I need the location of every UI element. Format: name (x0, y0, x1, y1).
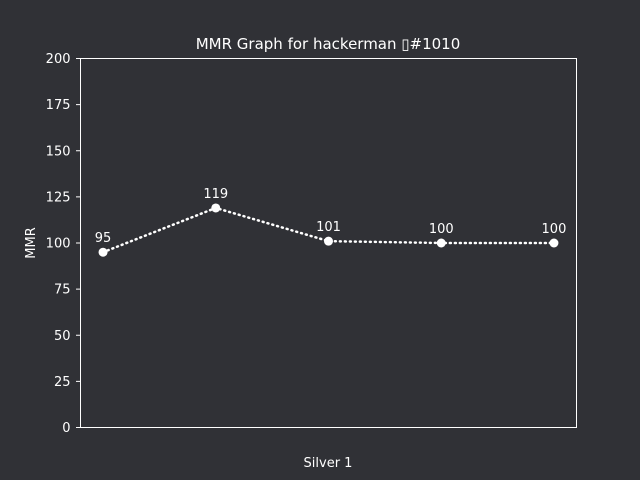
data-label: 100 (542, 222, 567, 237)
y-tick-label: 125 (46, 190, 71, 205)
series-line (101, 206, 556, 254)
y-tick-label: 100 (46, 237, 71, 252)
y-axis: 0 25 50 75 100 125 150 175 200 (46, 52, 81, 436)
y-tick-label: 0 (62, 421, 70, 436)
y-tick-label: 50 (54, 329, 71, 344)
data-label: 101 (316, 220, 341, 235)
x-axis-label: Silver 1 (304, 456, 353, 471)
data-label: 119 (203, 187, 228, 202)
chart-title: MMR Graph for hackerman ▯#1010 (196, 35, 461, 53)
data-point (211, 203, 221, 213)
y-tick-label: 175 (46, 98, 71, 113)
y-tick-label: 75 (54, 283, 71, 298)
data-point (436, 238, 446, 248)
y-tick-label: 200 (46, 52, 71, 67)
data-point (549, 238, 559, 248)
y-axis-label: MMR (24, 227, 39, 258)
y-tick-label: 25 (54, 375, 71, 390)
data-label: 95 (95, 231, 112, 246)
series-mmr: 95 119 101 100 100 (95, 187, 567, 257)
data-label: 100 (429, 222, 454, 237)
data-point (98, 247, 108, 257)
data-point (324, 236, 333, 246)
y-tick-label: 150 (46, 144, 71, 159)
